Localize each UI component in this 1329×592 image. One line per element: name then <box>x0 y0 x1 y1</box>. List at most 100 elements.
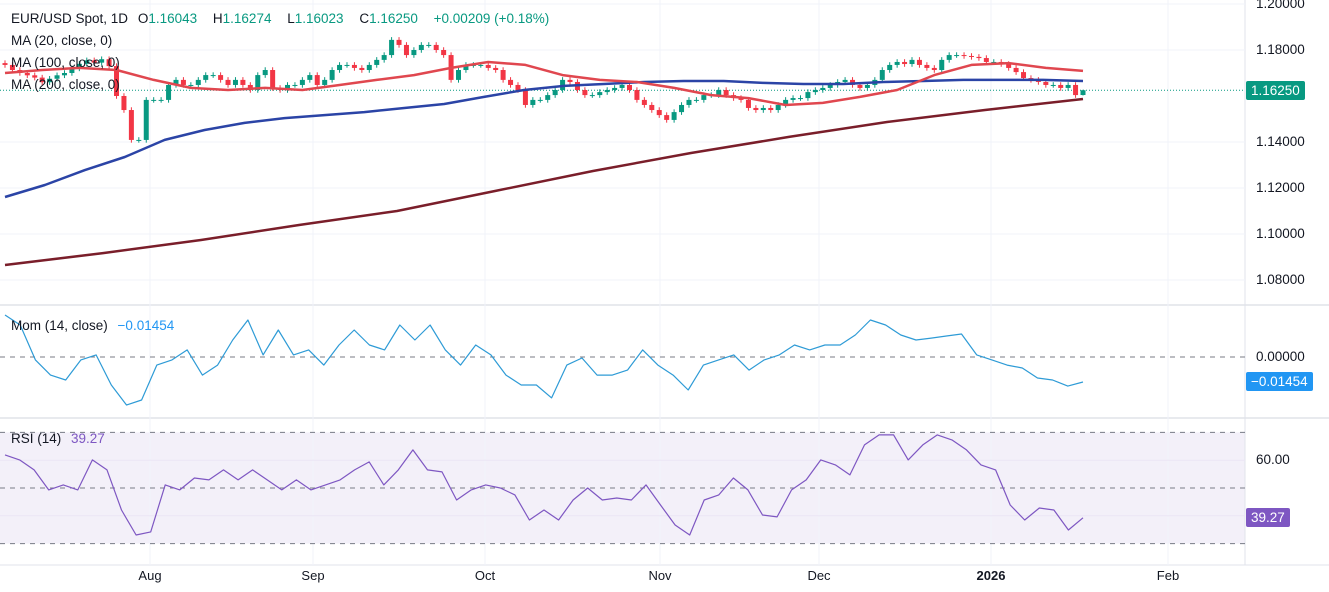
candle-body <box>1073 84 1079 96</box>
candle-body <box>1080 90 1086 96</box>
candle-body <box>939 59 945 71</box>
candle-body <box>322 79 328 85</box>
candle-body <box>314 75 320 85</box>
candle-body <box>961 55 967 57</box>
time-tick-label: Sep <box>301 568 325 583</box>
candle-body <box>1006 64 1012 68</box>
candle-body <box>180 79 186 85</box>
candle-body <box>508 79 514 85</box>
candle-body <box>381 55 387 60</box>
rsi-line <box>4 434 1084 536</box>
candle-body <box>262 70 268 76</box>
candle-body <box>924 64 930 68</box>
candle-body <box>485 64 491 68</box>
candle-body <box>99 59 105 63</box>
candle-body <box>894 61 900 65</box>
candle-body <box>203 75 209 80</box>
candle-body <box>805 92 811 99</box>
candle-body <box>879 70 885 80</box>
candle-body <box>47 78 53 83</box>
candle-body <box>768 107 774 111</box>
candle-body <box>626 84 632 91</box>
ma20-legend[interactable]: MA (20, close, 0) <box>11 33 113 48</box>
candle-body <box>270 70 276 88</box>
candle-body <box>530 99 536 105</box>
low-value: L1.16023 <box>287 11 344 26</box>
candle-body <box>612 87 618 91</box>
candle-body <box>344 64 350 66</box>
candle-body <box>790 98 796 100</box>
ma100-legend[interactable]: MA (100, close, 0) <box>11 55 120 70</box>
candle-body <box>389 39 395 56</box>
candle-body <box>143 99 149 140</box>
candle-body <box>218 75 224 80</box>
candle-body <box>337 64 343 71</box>
candle-body <box>991 61 997 63</box>
mom-legend[interactable]: Mom (14, close) −0.01454 <box>11 318 180 333</box>
candle-body <box>359 67 365 71</box>
candle-body <box>902 61 908 65</box>
candle-body <box>24 73 30 76</box>
candle-body <box>225 79 231 85</box>
candle-body <box>887 64 893 71</box>
candle-body <box>188 84 194 86</box>
candle-body <box>931 67 937 71</box>
mom-legend-label: Mom (14, close) <box>11 318 108 333</box>
candle-body <box>775 104 781 111</box>
candle-body <box>307 75 313 80</box>
candle-body <box>1021 72 1027 79</box>
candle-body <box>232 79 238 85</box>
candle-body <box>693 99 699 101</box>
candle-body <box>128 110 134 140</box>
candle-body <box>32 75 38 78</box>
candle-body <box>478 64 484 66</box>
time-tick-label: 2026 <box>976 568 1006 583</box>
candle-body <box>500 70 506 80</box>
open-value: O1.16043 <box>137 11 198 26</box>
candle-body <box>136 139 142 141</box>
price-tick-label: 1.08000 <box>1256 272 1305 287</box>
candle-body <box>210 75 216 77</box>
candle-body <box>812 90 818 93</box>
candle-body <box>76 63 82 69</box>
candle-body <box>84 60 90 64</box>
ma100-line <box>4 78 1084 199</box>
candle-body <box>366 64 372 71</box>
candle-body <box>797 98 803 100</box>
candle-body <box>649 104 655 111</box>
price-tick-label: 1.20000 <box>1256 0 1305 11</box>
rsi-tick-label: 60.00 <box>1256 452 1290 468</box>
candle-body <box>61 73 67 76</box>
candle-body <box>433 44 439 50</box>
candle-body <box>403 44 409 56</box>
candle-body <box>121 96 127 111</box>
rsi-legend-label: RSI (14) <box>11 431 62 446</box>
candle-body <box>285 84 291 91</box>
mom-legend-value: −0.01454 <box>117 318 175 333</box>
symbol-title: EUR/USD Spot, 1D <box>11 11 129 26</box>
candle-body <box>1043 81 1049 85</box>
candle-body <box>760 107 766 111</box>
candle-body <box>783 99 789 105</box>
candle-body <box>9 64 15 71</box>
time-tick-label: Aug <box>138 568 162 583</box>
ma200-legend[interactable]: MA (200, close, 0) <box>11 77 120 92</box>
candle-body <box>292 84 298 86</box>
candle-body <box>983 58 989 62</box>
candle-body <box>456 70 462 80</box>
candle-body <box>166 84 172 100</box>
candle-body <box>679 104 685 113</box>
last-price-badge: 1.16250 <box>1246 81 1305 100</box>
rsi-legend-value: 39.27 <box>71 431 105 446</box>
price-tick-label: 1.18000 <box>1256 42 1305 57</box>
candle-body <box>351 64 357 68</box>
candle-body <box>173 79 179 85</box>
candle-body <box>537 99 543 101</box>
candle-body <box>515 84 521 91</box>
candle-body <box>589 95 595 97</box>
rsi-legend[interactable]: RSI (14) 39.27 <box>11 431 111 446</box>
ma20-line <box>4 60 1084 107</box>
close-value: C1.16250 <box>359 11 418 26</box>
candle-body <box>738 98 744 100</box>
